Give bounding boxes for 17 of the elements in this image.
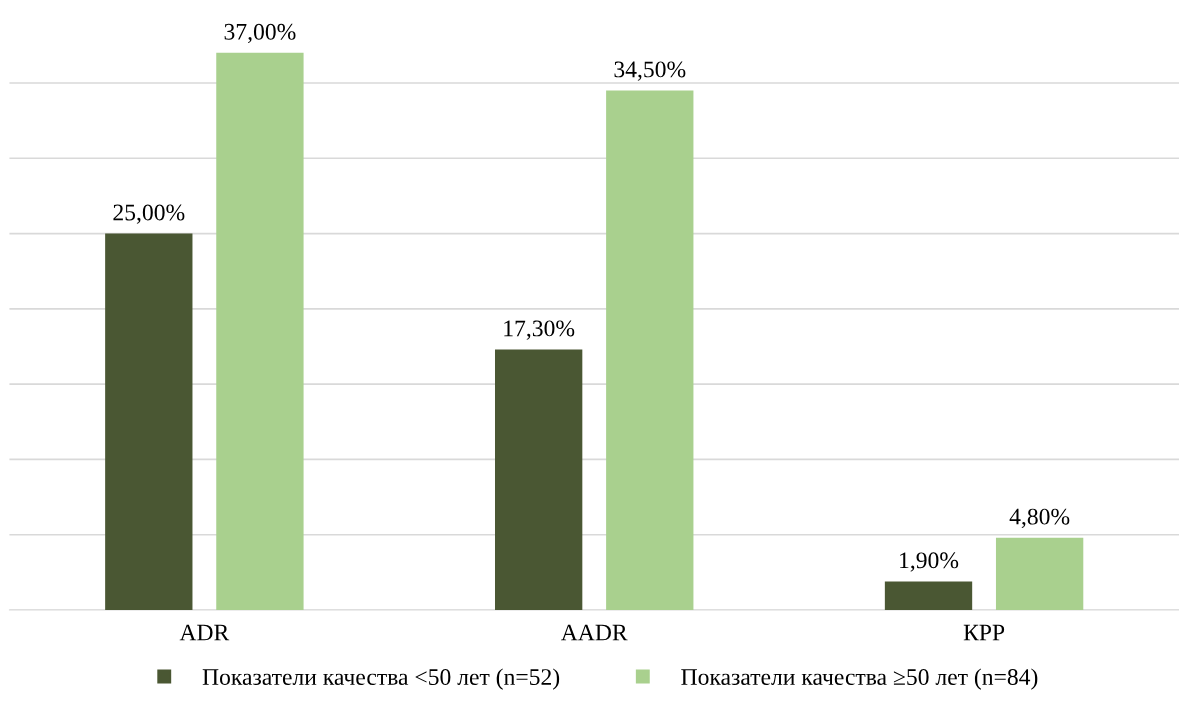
- bar: [884, 581, 973, 611]
- x-tick-label: AADR: [561, 624, 628, 641]
- data-label: 1,90%: [900, 552, 959, 572]
- legend-label: Показатели качества <50 лет (n=52): [202, 668, 560, 690]
- bar: [606, 90, 694, 611]
- bar: [105, 233, 193, 611]
- data-label: 37,00%: [224, 23, 296, 44]
- bar: [216, 52, 304, 611]
- x-tick-label: ADR: [179, 624, 230, 641]
- data-label: 34,50%: [614, 61, 686, 81]
- data-label: 4,80%: [1009, 508, 1070, 528]
- bar: [995, 537, 1084, 611]
- x-tick-label: КРР: [963, 624, 1005, 641]
- legend-label: Показатели качества ≥50 лет (n=84): [681, 668, 1038, 690]
- bar: [495, 349, 583, 611]
- data-label: 17,30%: [504, 320, 575, 340]
- data-label: 25,00%: [113, 204, 185, 224]
